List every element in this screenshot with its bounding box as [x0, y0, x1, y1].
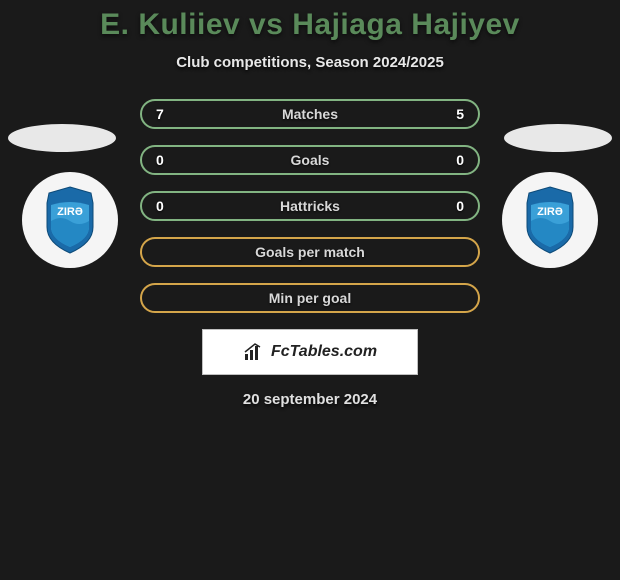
stat-row: 0Goals0 — [140, 145, 480, 175]
stat-row: Min per goal — [140, 283, 480, 313]
stat-value-left: 0 — [156, 198, 186, 214]
stat-label: Goals per match — [186, 244, 434, 260]
stat-value-right: 5 — [434, 106, 464, 122]
stat-value-right: 0 — [434, 152, 464, 168]
page-subtitle: Club competitions, Season 2024/2025 — [0, 54, 620, 71]
stat-label: Hattricks — [186, 198, 434, 214]
stat-value-right: 0 — [434, 198, 464, 214]
date-label: 20 september 2024 — [0, 391, 620, 408]
stat-value-left: 7 — [156, 106, 186, 122]
zira-logo-icon: ZIRƏ — [41, 185, 99, 255]
brand-box: FcTables.com — [202, 329, 418, 375]
svg-text:ZIRƏ: ZIRƏ — [57, 206, 83, 218]
comparison-card: E. Kuliiev vs Hajiaga Hajiyev Club compe… — [0, 0, 620, 408]
stat-label: Min per goal — [186, 290, 434, 306]
stat-label: Matches — [186, 106, 434, 122]
zira-logo-icon: ZIRƏ — [521, 185, 579, 255]
stat-value-left: 0 — [156, 152, 186, 168]
brand-label: FcTables.com — [271, 343, 377, 361]
stat-row: 0Hattricks0 — [140, 191, 480, 221]
stat-row: 7Matches5 — [140, 99, 480, 129]
page-title: E. Kuliiev vs Hajiaga Hajiyev — [0, 8, 620, 42]
player-right-ellipse — [504, 124, 612, 152]
player-left-ellipse — [8, 124, 116, 152]
svg-text:ZIRƏ: ZIRƏ — [537, 206, 563, 218]
stat-row: Goals per match — [140, 237, 480, 267]
stat-label: Goals — [186, 152, 434, 168]
club-badge-left: ZIRƏ — [22, 172, 118, 268]
club-badge-right: ZIRƏ — [502, 172, 598, 268]
chart-icon — [243, 342, 265, 362]
